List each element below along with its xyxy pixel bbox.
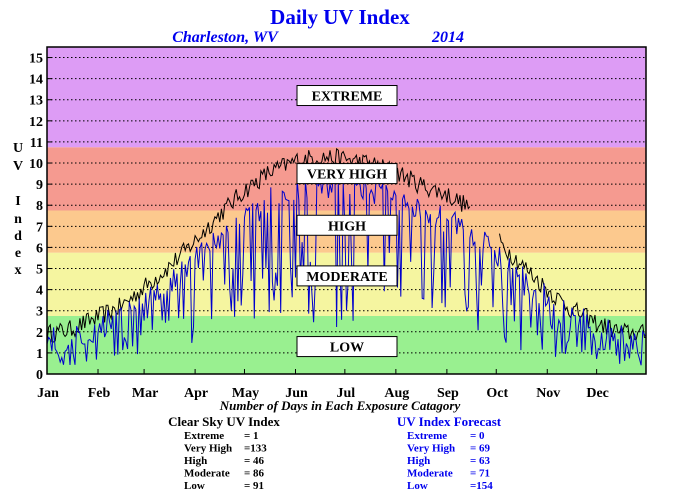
band-label: VERY HIGH xyxy=(307,168,387,183)
x-tick-label: Nov xyxy=(536,386,560,401)
y-tick-label: 13 xyxy=(29,94,43,109)
summary-label: Very High xyxy=(407,443,455,455)
y-axis-label: UV Index xyxy=(13,141,23,278)
summary-label: High xyxy=(407,455,430,467)
y-tick-label: 8 xyxy=(36,199,43,214)
exposure-caption: Number of Days in Each Exposure Catagory xyxy=(219,398,461,413)
y-axis-label-letter: n xyxy=(14,212,22,227)
y-tick-label: 5 xyxy=(36,263,43,278)
y-axis-label-letter: I xyxy=(15,194,20,209)
summary-label: High xyxy=(184,455,207,467)
band-label-box xyxy=(296,214,398,236)
forecast-title: UV Index Forecast xyxy=(397,414,502,429)
summary-label: Low xyxy=(407,480,428,492)
summary-label: Moderate xyxy=(407,468,453,480)
summary-value: = 63 xyxy=(470,455,491,467)
x-tick-labels: Jan Feb Mar Apr May Jun Jul Aug Sep Oct Nov Dec xyxy=(37,369,609,401)
clear-sky-title: Clear Sky UV Index xyxy=(168,414,280,429)
y-axis-label-letter: V xyxy=(13,159,23,174)
band-label-box xyxy=(296,336,398,358)
plot-frame xyxy=(46,46,647,375)
x-tick-label: Jun xyxy=(285,386,308,401)
x-tick-label: Mar xyxy=(132,386,158,401)
y-tick-label: 7 xyxy=(36,220,43,235)
x-tick-label: Feb xyxy=(88,386,111,401)
chart-location: Charleston, WV xyxy=(172,29,279,46)
forecast-summary: UV Index Forecast Extreme = 0 Very High = 6… xyxy=(397,414,502,492)
series-line-clear-sky xyxy=(46,147,471,343)
x-tick-label: Sep xyxy=(437,386,459,401)
band-label-box xyxy=(296,85,398,107)
band-label: LOW xyxy=(330,341,364,356)
y-tick-label: 15 xyxy=(29,52,43,67)
clear-sky-summary: Clear Sky UV Index Extreme = 1 Very High =1… xyxy=(168,414,280,492)
band-label-box xyxy=(296,265,398,287)
x-tick-label: Jan xyxy=(37,386,59,401)
summary-value: = 86 xyxy=(244,468,265,480)
y-axis-label-letter: e xyxy=(15,246,21,261)
y-tick-label: 1 xyxy=(36,347,43,362)
x-tick-label: Jul xyxy=(337,386,356,401)
y-tick-label: 9 xyxy=(36,178,43,193)
band-labels: EXTREME VERY HIGH HIGH MODERATE LOW xyxy=(296,85,398,358)
axes xyxy=(46,46,647,375)
y-tick-label: 14 xyxy=(29,73,43,88)
y-tick-label: 3 xyxy=(36,305,43,320)
summary-value: = 46 xyxy=(244,455,265,467)
x-tick-label: Apr xyxy=(184,386,208,401)
summary-value: =154 xyxy=(470,480,493,492)
x-tick-label: Dec xyxy=(586,386,609,401)
y-tick-label: 4 xyxy=(36,284,43,299)
y-tick-label: 10 xyxy=(29,157,43,172)
y-tick-label: 0 xyxy=(36,368,43,383)
summary-label: Low xyxy=(184,480,205,492)
x-tick-label: Oct xyxy=(486,386,508,401)
band-label-box xyxy=(296,163,398,185)
y-tick-label: 6 xyxy=(36,241,43,256)
chart-title: Daily UV Index xyxy=(270,5,410,29)
y-tick-label: 12 xyxy=(29,115,43,130)
summary-value: = 0 xyxy=(470,430,485,442)
y-axis-label-letter: d xyxy=(14,229,22,244)
summary-label: Extreme xyxy=(407,430,447,442)
series-lines xyxy=(46,147,647,366)
summary-value: =133 xyxy=(244,443,267,455)
y-tick-label: 2 xyxy=(36,326,43,341)
chart-year: 2014 xyxy=(431,29,464,46)
summary-value: = 91 xyxy=(244,480,264,492)
summary-label: Very High xyxy=(184,443,232,455)
summary-label: Extreme xyxy=(184,430,224,442)
x-tick-label: May xyxy=(232,386,259,401)
y-axis-label-letter: x xyxy=(15,263,22,278)
band-label: HIGH xyxy=(328,219,366,234)
band-label: EXTREME xyxy=(312,90,383,105)
y-tick-label: 11 xyxy=(30,136,43,151)
band-label: MODERATE xyxy=(306,270,387,285)
summary-label: Moderate xyxy=(184,468,230,480)
series-line-forecast xyxy=(46,175,647,366)
y-axis-label-letter: U xyxy=(13,141,23,156)
summary-value: = 69 xyxy=(470,443,491,455)
summary-value: = 1 xyxy=(244,430,259,442)
summary-value: = 71 xyxy=(470,468,490,480)
x-tick-label: Aug xyxy=(384,386,409,401)
